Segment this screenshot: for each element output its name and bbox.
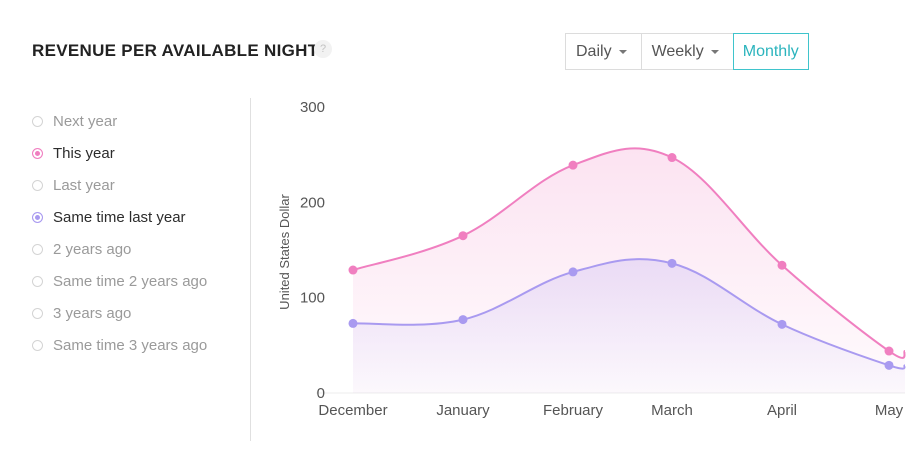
legend-label: 3 years ago <box>53 304 132 322</box>
legend-item-2-years-ago[interactable]: 2 years ago <box>32 233 207 265</box>
monthly-label: Monthly <box>742 42 799 60</box>
data-point[interactable] <box>777 319 787 329</box>
x-tick-label: March <box>651 402 693 419</box>
y-tick-label: 200 <box>300 194 325 211</box>
legend-label: Last year <box>53 176 115 194</box>
radio-icon[interactable] <box>32 211 43 223</box>
legend-item-3-years-ago[interactable]: 3 years ago <box>32 297 207 329</box>
chart-title: REVENUE PER AVAILABLE NIGHT <box>32 41 319 60</box>
data-point[interactable] <box>568 267 578 277</box>
series-area <box>353 259 905 393</box>
data-point[interactable] <box>568 160 578 170</box>
legend-item-same-time-last-year[interactable]: Same time last year <box>32 201 207 233</box>
radio-icon[interactable] <box>32 179 43 191</box>
daily-label: Daily <box>576 42 612 60</box>
radio-icon[interactable] <box>32 243 43 255</box>
legend-label: Same time last year <box>53 208 186 226</box>
y-tick-label: 300 <box>300 99 325 116</box>
data-point[interactable] <box>667 258 677 268</box>
x-tick-label: January <box>436 402 490 419</box>
y-tick-label: 0 <box>317 385 325 402</box>
weekly-label: Weekly <box>651 42 704 60</box>
chevron-down-icon <box>618 49 627 54</box>
legend-item-same-time-3-years-ago[interactable]: Same time 3 years ago <box>32 329 207 361</box>
legend-item-last-year[interactable]: Last year <box>32 169 207 201</box>
x-tick-label: December <box>318 402 387 419</box>
data-point[interactable] <box>348 318 358 328</box>
period-selector: Daily Weekly Monthly <box>565 33 809 70</box>
y-axis-label: United States Dollar <box>277 194 292 310</box>
x-tick-label: February <box>543 402 604 419</box>
data-point[interactable] <box>884 360 894 370</box>
radio-icon[interactable] <box>32 307 43 319</box>
legend-label: Same time 2 years ago <box>53 272 208 290</box>
data-point[interactable] <box>884 346 894 356</box>
help-icon[interactable]: ? <box>314 40 332 58</box>
data-point[interactable] <box>348 265 358 275</box>
legend-label: This year <box>53 144 115 162</box>
data-point[interactable] <box>667 153 677 163</box>
data-point[interactable] <box>458 315 468 325</box>
legend-item-this-year[interactable]: This year <box>32 137 207 169</box>
legend-item-same-time-2-years-ago[interactable]: Same time 2 years ago <box>32 265 207 297</box>
monthly-button[interactable]: Monthly <box>732 33 809 70</box>
legend-label: Same time 3 years ago <box>53 336 208 354</box>
chevron-down-icon <box>710 49 719 54</box>
data-point[interactable] <box>777 260 787 270</box>
y-tick-label: 100 <box>300 290 325 307</box>
legend-label: 2 years ago <box>53 240 132 258</box>
daily-button[interactable]: Daily <box>565 33 642 70</box>
x-tick-label: April <box>767 402 797 419</box>
series-legend: Next year This year Last year Same time … <box>32 105 207 361</box>
radio-icon[interactable] <box>32 115 43 127</box>
radio-icon[interactable] <box>32 275 43 287</box>
radio-icon[interactable] <box>32 147 43 159</box>
divider <box>250 98 251 441</box>
x-tick-label: May <box>875 402 904 419</box>
data-point[interactable] <box>458 231 468 241</box>
legend-item-next-year[interactable]: Next year <box>32 105 207 137</box>
radio-icon[interactable] <box>32 339 43 351</box>
legend-label: Next year <box>53 112 118 130</box>
